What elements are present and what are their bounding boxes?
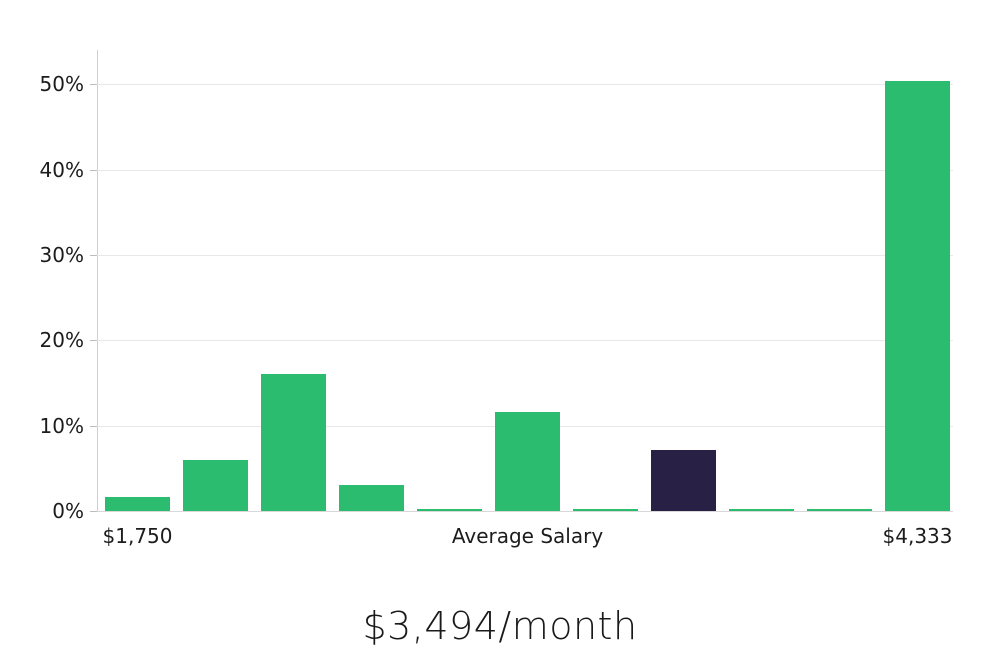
y-tick-mark — [90, 84, 97, 86]
bars — [97, 50, 953, 511]
y-tick-label: 10% — [39, 413, 84, 438]
y-tick-label: 40% — [39, 157, 84, 182]
y-tick-mark — [90, 169, 97, 171]
y-axis-line — [97, 50, 98, 511]
chart-caption: $3,494/month — [362, 604, 638, 648]
x-tick-label: $1,750 — [102, 524, 173, 548]
y-tick-label: 30% — [39, 242, 84, 267]
bar — [807, 509, 872, 511]
gridline — [90, 84, 953, 86]
x-tick-label: $4,333 — [882, 524, 953, 548]
gridline — [90, 169, 953, 171]
bar — [885, 80, 950, 511]
bar — [261, 374, 326, 511]
bar — [495, 411, 560, 511]
y-tick-mark — [90, 511, 97, 512]
x-tick-label: Average Salary — [451, 524, 604, 548]
y-tick-mark — [90, 425, 97, 427]
bar — [651, 449, 716, 511]
bar — [417, 509, 482, 511]
bar — [105, 497, 170, 511]
x-axis-labels: $1,750 Average Salary $4,333 — [97, 524, 953, 558]
gridline — [90, 340, 953, 342]
bar — [573, 509, 638, 511]
y-axis-labels: 0% 10% 20% 30% 40% 50% — [0, 50, 90, 523]
bar — [339, 484, 404, 511]
gridline — [90, 254, 953, 256]
y-tick-mark — [90, 340, 97, 342]
plot-area — [90, 50, 953, 512]
gridline — [90, 511, 953, 512]
bar — [729, 509, 794, 511]
y-tick-mark — [90, 254, 97, 256]
bar — [183, 459, 248, 511]
y-tick-label: 20% — [39, 328, 84, 353]
y-tick-label: 50% — [39, 72, 84, 97]
y-tick-label: 0% — [52, 499, 84, 523]
